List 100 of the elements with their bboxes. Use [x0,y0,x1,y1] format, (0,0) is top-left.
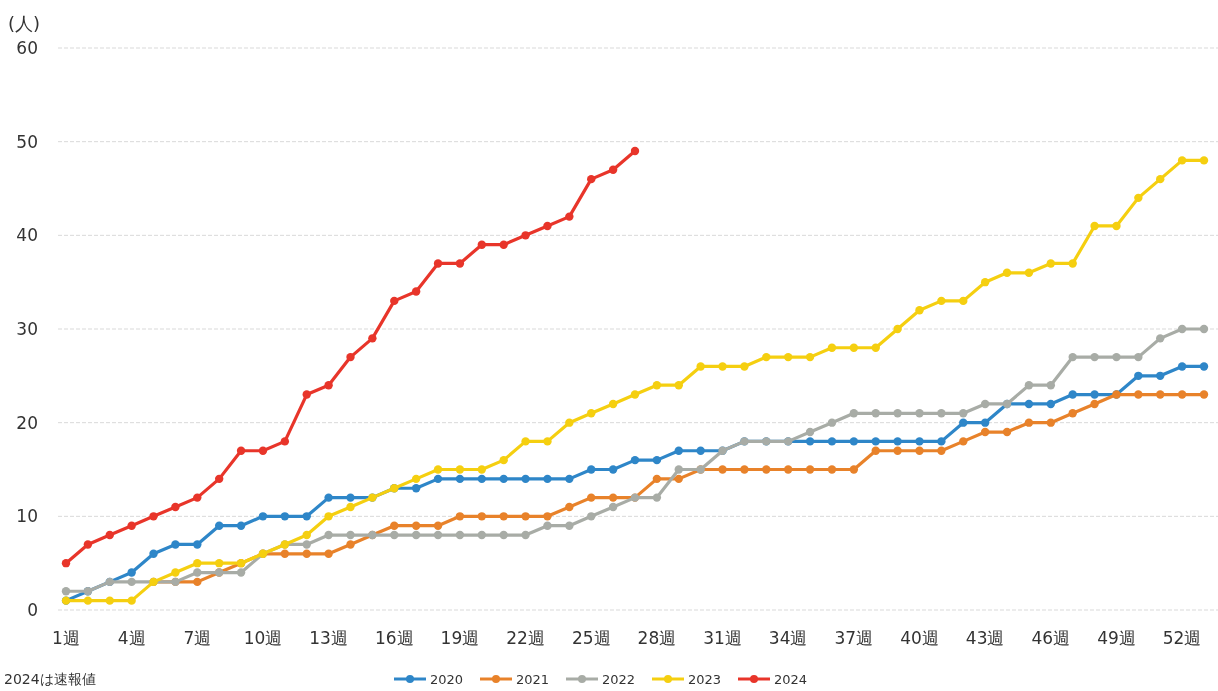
point [1046,418,1056,427]
point [477,465,487,474]
point [499,530,508,540]
point [390,296,399,306]
point [849,343,859,352]
point [652,381,662,390]
x-tick-label: 13週 [309,628,348,648]
x-tick-label: 40週 [900,628,939,648]
point [696,446,705,455]
point [258,446,268,455]
point [1112,352,1121,362]
point [587,465,596,474]
point [1046,381,1056,390]
point [915,446,924,455]
y-tick-label: 50 [16,131,38,152]
point [477,240,487,249]
point [171,540,180,549]
point [893,437,902,446]
point [1068,259,1077,268]
point [193,540,202,549]
x-tick-label: 43週 [965,628,1005,648]
y-tick-label: 30 [16,319,38,339]
point [674,465,683,474]
point [915,437,924,446]
point [193,558,202,568]
point [1090,352,1099,362]
point [630,390,640,399]
text: 2024は速報値 [4,671,96,687]
point [1002,427,1012,437]
point [346,502,355,512]
point [411,484,421,493]
point [499,455,508,465]
point [149,549,158,558]
y-axis-title: (人) [8,13,41,34]
point [608,465,618,474]
point [1134,390,1143,399]
point [433,530,443,540]
point [455,474,465,484]
point [805,427,815,437]
point [324,512,333,521]
point [893,446,902,455]
point [980,277,990,287]
point [587,512,596,521]
point [674,381,683,390]
point [302,530,311,540]
point [302,549,311,558]
y-tick-label: 20 [16,412,38,433]
point [61,558,71,568]
point [893,324,902,334]
point [302,390,311,399]
point [521,474,530,484]
point [346,530,355,540]
point [1134,371,1143,381]
point [565,212,574,221]
point [302,540,311,549]
point [127,568,136,577]
x-tick-label: 49週 [1097,628,1136,648]
point [455,465,465,474]
point [302,512,311,521]
point [783,352,793,362]
point [630,455,640,465]
x-tick-label: 4週 [117,628,146,648]
point [1177,156,1187,165]
point [827,418,837,427]
point [608,493,618,502]
point [390,521,399,530]
point [652,455,662,465]
point [652,474,662,484]
point [959,409,968,418]
point [718,465,727,474]
point [893,409,902,418]
point [521,231,530,240]
point [608,165,618,174]
point [696,362,705,371]
point [915,409,924,418]
point [193,568,202,577]
point [587,493,596,502]
point [1199,362,1209,371]
point [1090,399,1099,409]
legend-label: 2022 [602,672,636,687]
point [83,540,93,549]
point [1177,324,1187,334]
point [937,437,946,446]
point [827,437,837,446]
point [959,296,968,306]
point [455,259,465,268]
point [455,512,465,521]
point [214,521,224,530]
point [521,530,530,540]
point [1090,221,1099,231]
point [105,596,114,605]
point [433,474,443,484]
point [565,474,574,484]
point [543,512,552,521]
point [83,596,93,605]
point [324,493,333,502]
point [390,530,399,540]
y-tick-label: 10 [16,506,38,527]
x-tick-label: 46週 [1031,628,1071,648]
point [849,465,859,474]
